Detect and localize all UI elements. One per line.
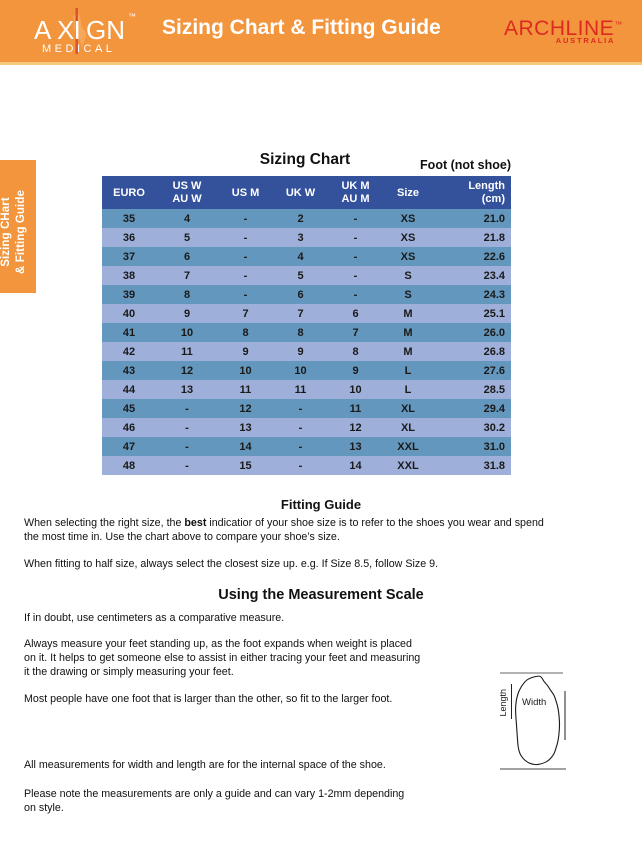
svg-text:Length: Length — [500, 689, 508, 717]
svg-text:MEDICAL: MEDICAL — [42, 43, 115, 55]
svg-text:Width: Width — [522, 697, 546, 708]
svg-text:A: A — [34, 15, 52, 45]
svg-text:X: X — [57, 15, 74, 45]
svg-text:I: I — [74, 15, 81, 45]
svg-text:™: ™ — [128, 12, 136, 21]
svg-text:GN: GN — [86, 15, 125, 45]
